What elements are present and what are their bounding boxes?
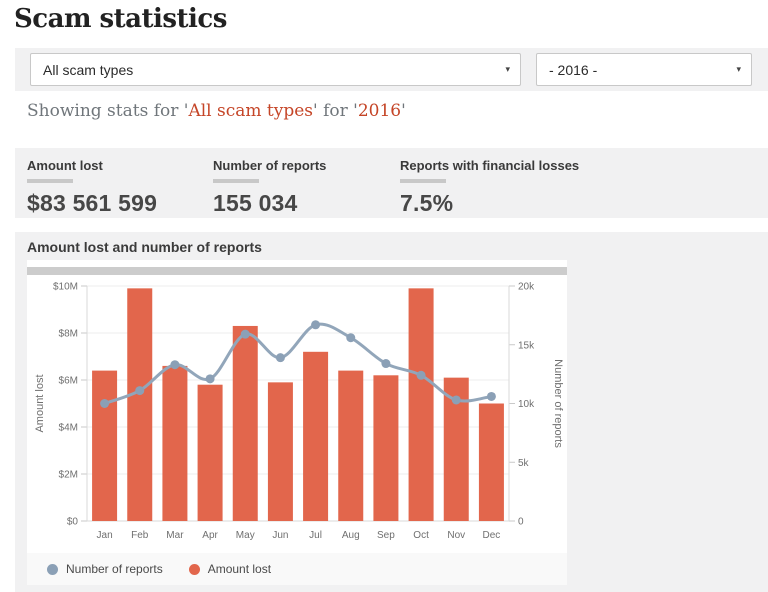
stat-underline (400, 179, 446, 183)
legend-label: Number of reports (66, 562, 163, 576)
left-axis-label: $8M (59, 329, 78, 340)
stat-underline (27, 179, 73, 183)
point-jan[interactable] (100, 399, 110, 408)
year-select-value: - 2016 - (549, 61, 598, 78)
legend-dot-icon (188, 563, 200, 575)
right-axis-title: Number of reports (552, 359, 564, 448)
x-label-dec: Dec (483, 530, 501, 541)
bar-sep[interactable] (373, 375, 399, 521)
x-label-mar: Mar (166, 530, 184, 541)
bar-jul[interactable] (303, 351, 329, 521)
scam-type-select[interactable]: All scam types ▾ (30, 53, 521, 86)
point-jun[interactable] (275, 353, 285, 363)
legend-item-amount-lost[interactable]: Amount lost (188, 562, 272, 576)
point-oct[interactable] (416, 370, 426, 380)
chart-legend: Number of reports Amount lost (27, 553, 567, 585)
showing-stats-line: Showing stats for 'All scam types' for '… (27, 101, 406, 121)
stat-label: Reports with financial losses (400, 158, 580, 173)
right-axis-label: 0 (518, 517, 524, 528)
chevron-down-icon: ▾ (736, 64, 741, 74)
bar-apr[interactable] (197, 384, 223, 521)
stat-amount-lost: Amount lost $83 561 599 (27, 158, 157, 217)
chart-scroll-strip[interactable] (27, 267, 567, 275)
bar-oct[interactable] (408, 288, 434, 521)
summary-stats: Amount lost $83 561 599 Number of report… (15, 148, 768, 218)
legend-dot-icon (47, 563, 58, 575)
showing-scam-type: All scam types (188, 101, 313, 121)
left-axis-label: $6M (59, 376, 78, 387)
x-label-jul: Jul (309, 530, 322, 541)
bar-feb[interactable] (127, 288, 153, 521)
point-may[interactable] (240, 329, 250, 339)
legend-item-number-of-reports[interactable]: Number of reports (47, 562, 163, 576)
stat-value: 155 034 (213, 190, 298, 216)
left-axis-label: $10M (53, 282, 78, 293)
point-dec[interactable] (486, 391, 496, 401)
stat-label: Amount lost (27, 158, 103, 173)
chart-section: Amount lost and number of reports $0 $2M $… (15, 232, 768, 592)
showing-text: Showing stats for ' (27, 101, 189, 121)
left-axis-label: $4M (59, 423, 78, 434)
x-label-jun: Jun (272, 530, 288, 541)
left-axis-label: $0 (67, 517, 79, 528)
point-aug[interactable] (346, 333, 356, 343)
showing-text: ' for ' (313, 101, 358, 121)
x-label-nov: Nov (447, 530, 465, 541)
stat-label: Number of reports (213, 158, 327, 173)
stat-value: 7.5% (400, 190, 454, 216)
x-label-apr: Apr (202, 530, 218, 541)
showing-text: ' (401, 101, 406, 121)
x-label-sep: Sep (377, 530, 395, 541)
showing-year: 2016 (357, 101, 402, 121)
point-apr[interactable] (205, 374, 215, 384)
scam-type-select-value: All scam types (43, 61, 134, 78)
left-axis-title: Amount lost (34, 374, 46, 432)
x-label-oct: Oct (413, 530, 429, 541)
stat-underline (213, 179, 259, 183)
point-feb[interactable] (135, 386, 145, 396)
legend-label: Amount lost (207, 562, 272, 576)
x-label-jan: Jan (97, 530, 113, 541)
right-axis-label: 5k (518, 458, 530, 469)
stat-number-of-reports: Number of reports 155 034 (213, 158, 326, 217)
page-title: Scam statistics (14, 4, 227, 34)
bar-dec[interactable] (478, 403, 504, 522)
bar-jan[interactable] (92, 370, 118, 521)
bar-mar[interactable] (162, 365, 188, 521)
combo-chart: $0 $2M $4M $6M $8M $10M 0 5k 10k 15k 20k Jan Feb Mar A… (34, 282, 564, 542)
point-jul[interactable] (311, 320, 321, 330)
stat-value: $83 561 599 (27, 190, 158, 216)
bar-may[interactable] (232, 325, 258, 521)
chevron-down-icon: ▾ (505, 64, 510, 74)
bar-aug[interactable] (338, 370, 364, 521)
right-axis-label: 20k (518, 282, 535, 293)
point-sep[interactable] (381, 359, 391, 369)
right-axis-label: 10k (518, 399, 535, 410)
point-nov[interactable] (451, 395, 461, 405)
left-axis-label: $2M (59, 470, 78, 481)
filter-bar: All scam types ▾ - 2016 - ▾ (15, 48, 768, 91)
x-label-may: May (236, 530, 255, 541)
x-label-feb: Feb (131, 530, 149, 541)
chart-card: $0 $2M $4M $6M $8M $10M 0 5k 10k 15k 20k Jan Feb Mar A… (27, 260, 567, 585)
year-select[interactable]: - 2016 - ▾ (536, 53, 752, 86)
bar-jun[interactable] (267, 382, 293, 521)
chart-title: Amount lost and number of reports (27, 239, 262, 255)
right-axis-label: 15k (518, 340, 535, 351)
stat-reports-with-losses: Reports with financial losses 7.5% (400, 158, 579, 217)
x-label-aug: Aug (342, 530, 360, 541)
point-mar[interactable] (170, 360, 180, 370)
